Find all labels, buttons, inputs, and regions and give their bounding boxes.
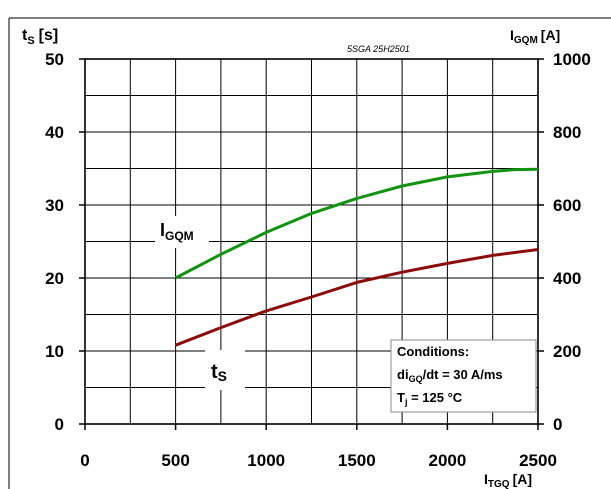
y-left-tick-label: 0 <box>55 415 64 434</box>
y-left-tick-label: 10 <box>45 342 64 361</box>
x-axis-title: ITGQ [A] <box>484 471 532 489</box>
series-lines <box>174 167 539 347</box>
y-right-tick-label: 200 <box>553 342 581 361</box>
x-tick-label: 500 <box>161 451 189 470</box>
plot-area-frame <box>84 58 539 425</box>
conditions-didt: diGQ/dt = 30 A/ms <box>397 367 503 384</box>
x-tick-label: 1500 <box>338 451 376 470</box>
ts-label-bg <box>205 350 245 390</box>
series-line-igqm <box>174 167 539 280</box>
conditions-title: Conditions: <box>397 344 469 359</box>
y-left-tick-label: 50 <box>45 50 64 69</box>
y-right-tick-label: 0 <box>553 415 562 434</box>
y-left-tick-label: 20 <box>45 269 64 288</box>
x-tick-label: 2000 <box>428 451 466 470</box>
y-right-tick-labels: 0 200 400 600 800 1000 <box>553 50 591 434</box>
x-tick-labels: 0 500 1000 1500 2000 2500 <box>80 451 557 470</box>
igqm-label-bg <box>155 216 209 248</box>
conditions-box <box>390 339 537 413</box>
y-left-tick-labels: 0 10 20 30 40 50 <box>45 50 64 434</box>
ts-series-label: tS <box>211 361 227 384</box>
igqm-series-label: IGQM <box>160 220 194 243</box>
y-left-tick-label: 30 <box>45 196 64 215</box>
ticks <box>79 58 544 430</box>
y-right-tick-label: 800 <box>553 123 581 142</box>
x-tick-label: 0 <box>80 451 89 470</box>
conditions-tj: Tj = 125 °C <box>397 390 463 407</box>
x-tick-label: 2500 <box>519 451 557 470</box>
y-right-axis-title: IGQM [A] <box>510 27 560 46</box>
y-right-tick-label: 600 <box>553 196 581 215</box>
x-tick-label: 1000 <box>247 451 285 470</box>
y-right-tick-label: 1000 <box>553 50 591 69</box>
y-left-axis-title: tS [s] <box>22 27 58 47</box>
y-left-tick-label: 40 <box>45 123 64 142</box>
series-line-ts <box>175 248 539 347</box>
part-number-annotation: 5SGA 25H2501 <box>347 44 410 54</box>
y-right-tick-label: 400 <box>553 269 581 288</box>
